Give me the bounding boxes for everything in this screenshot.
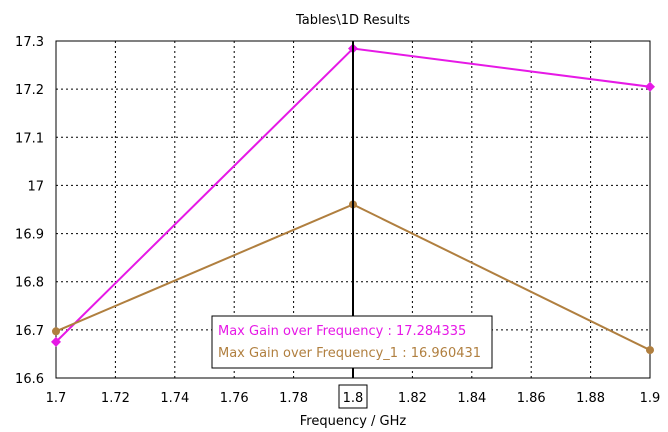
x-tick-label: 1.88	[576, 391, 605, 406]
y-tick-label: 17.3	[15, 35, 44, 50]
y-tick-label: 16.8	[15, 276, 44, 291]
x-tick-label: 1.7	[46, 391, 67, 406]
y-tick-label: 16.6	[15, 372, 44, 387]
legend-box	[211, 315, 493, 369]
x-tick-label: 1.9	[640, 391, 661, 406]
series-point	[52, 327, 60, 336]
legend-entry-max-gain-1: Max Gain over Frequency_1 : 16.960431	[218, 346, 481, 361]
legend-entry-max-gain: Max Gain over Frequency : 17.284335	[218, 324, 466, 339]
x-tick-label: 1.82	[398, 391, 427, 406]
y-axis-ticks: 16.6 16.7 16.8 16.9 17 17.1 17.2 17.3	[15, 35, 44, 387]
series-point	[646, 346, 654, 355]
y-tick-label: 16.9	[15, 228, 44, 243]
series-point	[645, 81, 655, 92]
x-tick-label: 1.84	[457, 391, 486, 406]
x-axis-label: Frequency / GHz	[300, 414, 407, 429]
x-tick-label: 1.78	[279, 391, 308, 406]
chart-title: Tables\1D Results	[295, 13, 410, 28]
y-tick-label: 17.2	[15, 83, 44, 98]
frequency-marker-box[interactable]	[338, 384, 368, 409]
x-tick-label: 1.74	[160, 391, 189, 406]
legend: Max Gain over Frequency : 17.284335 Max …	[211, 315, 493, 369]
series-point	[51, 336, 61, 347]
frequency-marker-label: 1.8	[343, 391, 364, 406]
y-tick-label: 16.7	[15, 324, 44, 339]
x-tick-label: 1.86	[517, 391, 546, 406]
y-tick-label: 17	[27, 179, 44, 194]
x-tick-label: 1.76	[220, 391, 249, 406]
x-tick-label: 1.72	[101, 391, 130, 406]
x-axis-ticks: 1.7 1.72 1.74 1.76 1.78 1.82 1.84 1.86 1.88 1.9	[46, 391, 661, 406]
y-tick-label: 17.1	[15, 131, 44, 146]
